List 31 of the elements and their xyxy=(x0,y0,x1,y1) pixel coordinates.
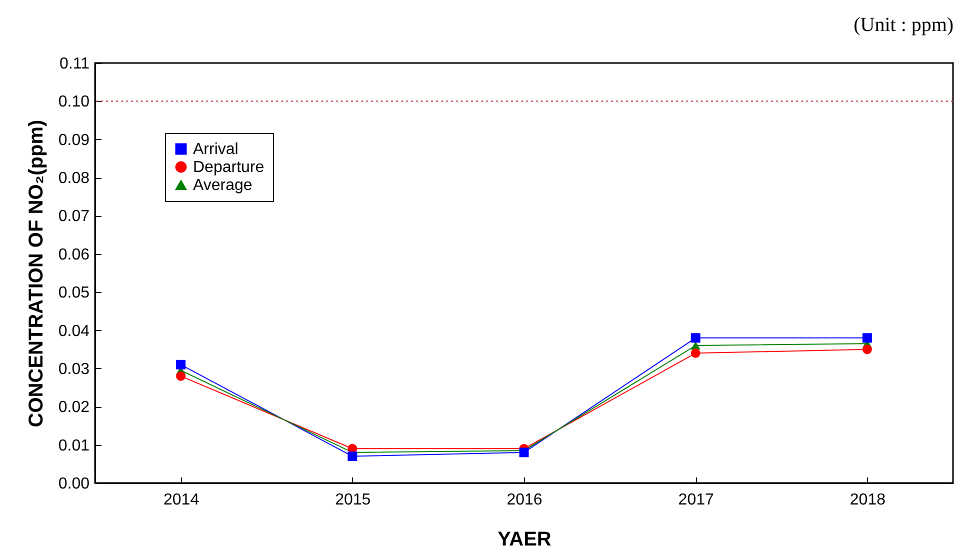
y-tick-label: 0.03 xyxy=(58,360,90,378)
y-tick-label: 0.01 xyxy=(58,437,90,454)
text: (Unit : ppm) xyxy=(854,14,954,36)
point xyxy=(519,448,529,458)
x-tick-label: 2015 xyxy=(335,492,371,508)
y-tick-label: 0.06 xyxy=(58,246,90,264)
point xyxy=(690,333,700,343)
y-tick-label: 0.08 xyxy=(58,170,90,188)
y-tick-label: 0.00 xyxy=(58,476,90,492)
y-tick-label: 0.09 xyxy=(58,132,90,149)
y-tick-label: 0.07 xyxy=(58,208,90,226)
y-tick-label: 0.11 xyxy=(60,56,90,72)
point xyxy=(690,348,700,358)
x-axis-title: YAER xyxy=(498,528,552,550)
x-tick-label: 2018 xyxy=(850,492,886,508)
x-tick-label: 2017 xyxy=(678,492,714,508)
x-tick-label: 2016 xyxy=(506,492,542,508)
point xyxy=(348,452,358,462)
legend-label: Arrival xyxy=(193,141,238,158)
point xyxy=(862,333,872,343)
x-tick-label: 2014 xyxy=(164,492,200,508)
point xyxy=(862,344,872,354)
point xyxy=(176,360,186,370)
legend-label: Departure xyxy=(193,159,264,176)
y-tick-label: 0.05 xyxy=(58,284,90,302)
y-tick-label: 0.04 xyxy=(58,322,90,340)
y-tick-label: 0.02 xyxy=(58,399,90,416)
point xyxy=(176,371,186,381)
y-tick-label: 0.10 xyxy=(58,94,90,111)
y-axis-title: CONCENTRATION OF NO₂(ppm) xyxy=(25,120,48,428)
legend-label: Average xyxy=(193,177,252,194)
